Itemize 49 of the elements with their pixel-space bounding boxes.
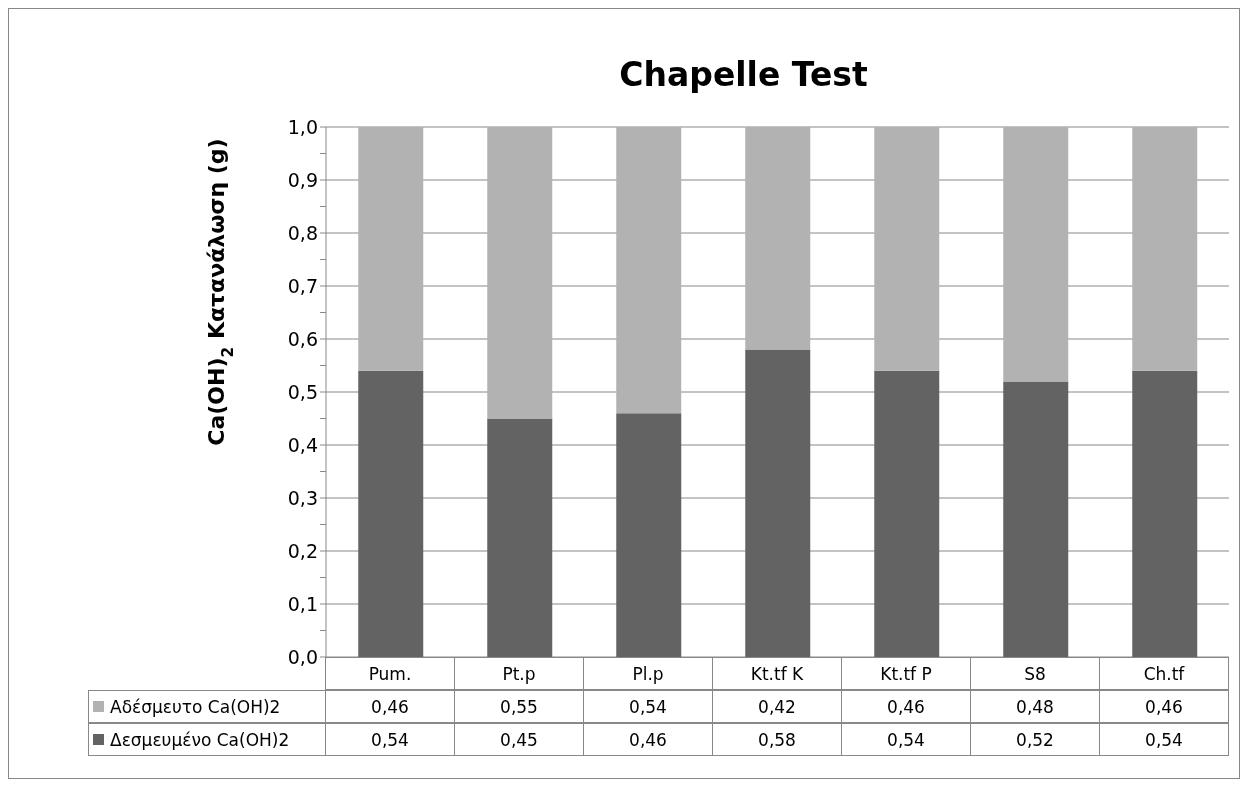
data-label: 0,58 xyxy=(712,723,842,756)
bar xyxy=(487,418,553,657)
bar xyxy=(616,127,682,414)
bar xyxy=(745,349,811,657)
bar xyxy=(874,370,940,657)
y-tick-label: 0,0 xyxy=(287,645,318,668)
x-tick-label: Ch.tf xyxy=(1099,657,1229,690)
bar xyxy=(1132,370,1198,657)
data-label: 0,54 xyxy=(325,723,455,756)
bar xyxy=(1132,127,1198,371)
data-label: 0,45 xyxy=(454,723,584,756)
bar xyxy=(1003,127,1069,382)
y-tick-label: 0,2 xyxy=(287,539,318,562)
data-label: 0,55 xyxy=(454,690,584,723)
data-label: 0,54 xyxy=(841,723,971,756)
data-label: 0,46 xyxy=(583,723,713,756)
y-tick-label: 0,6 xyxy=(287,327,318,350)
x-tick-label: S8 xyxy=(970,657,1100,690)
legend-label: Αδέσμευτο Ca(OH)2 xyxy=(109,696,281,717)
x-tick-label: Pl.p xyxy=(583,657,713,690)
bar xyxy=(874,127,940,371)
data-label: 0,46 xyxy=(841,690,971,723)
bar xyxy=(1003,381,1069,657)
data-label: 0,46 xyxy=(325,690,455,723)
legend-label: Δεσμευμένο Ca(OH)2 xyxy=(109,729,290,750)
data-label: 0,48 xyxy=(970,690,1100,723)
bar xyxy=(487,127,553,419)
data-label: 0,54 xyxy=(583,690,713,723)
data-label: 0,52 xyxy=(970,723,1100,756)
y-tick-label: 0,7 xyxy=(287,274,318,297)
data-label: 0,42 xyxy=(712,690,842,723)
x-tick-label: Pt.p xyxy=(454,657,584,690)
y-tick-label: 0,1 xyxy=(287,592,318,615)
y-tick-label: 0,8 xyxy=(287,221,318,244)
x-tick-label: Kt.tf K xyxy=(712,657,842,690)
y-tick-label: 0,3 xyxy=(287,486,318,509)
y-tick-label: 0,9 xyxy=(287,168,318,191)
x-tick-label: Pum. xyxy=(325,657,455,690)
bar xyxy=(358,127,424,371)
y-tick-label: 0,5 xyxy=(287,380,318,403)
x-tick-label: Kt.tf P xyxy=(841,657,971,690)
y-tick-label: 1,0 xyxy=(287,115,318,138)
y-tick-label: 0,4 xyxy=(287,433,318,456)
bar xyxy=(358,370,424,657)
chart-title: Chapelle Test xyxy=(618,55,869,94)
bar xyxy=(616,413,682,657)
data-label: 0,54 xyxy=(1099,723,1229,756)
bar xyxy=(745,127,811,350)
data-label: 0,46 xyxy=(1099,690,1229,723)
